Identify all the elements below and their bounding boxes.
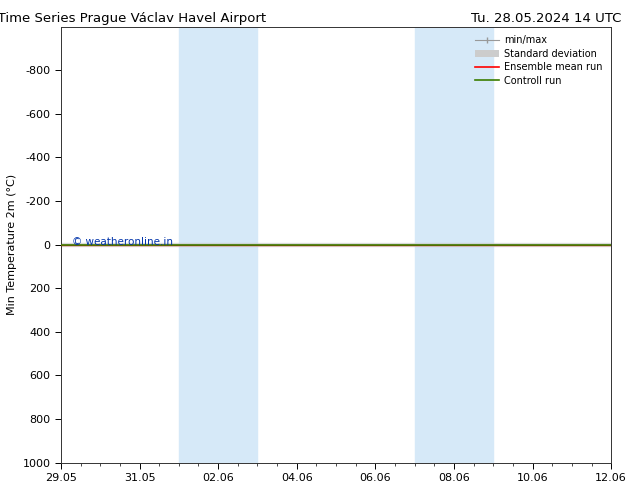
Text: © weatheronline.in: © weatheronline.in — [72, 238, 173, 247]
Bar — [179, 26, 257, 463]
Bar — [61, 243, 611, 246]
Y-axis label: Min Temperature 2m (°C): Min Temperature 2m (°C) — [7, 174, 17, 315]
Text: Tu. 28.05.2024 14 UTC: Tu. 28.05.2024 14 UTC — [471, 12, 621, 25]
Legend: min/max, Standard deviation, Ensemble mean run, Controll run: min/max, Standard deviation, Ensemble me… — [471, 31, 606, 89]
Text: ENS Time Series Prague Václav Havel Airport: ENS Time Series Prague Václav Havel Airp… — [0, 12, 266, 25]
Bar — [415, 26, 493, 463]
